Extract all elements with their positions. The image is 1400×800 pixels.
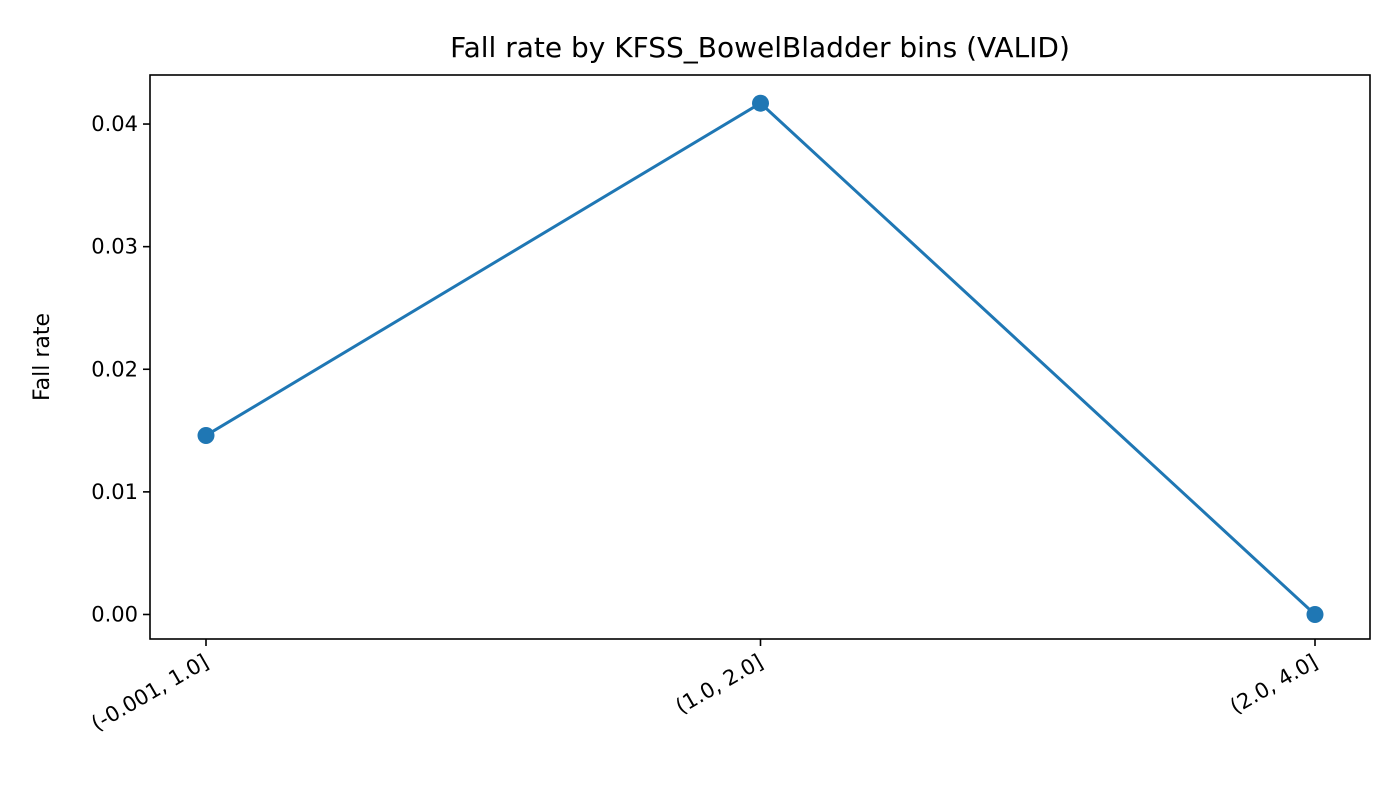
data-point <box>752 94 769 112</box>
y-tick-label: 0.03 <box>91 235 138 259</box>
plot-area-frame <box>149 74 1371 640</box>
y-tick-label: 0.00 <box>91 602 138 626</box>
data-point <box>1306 605 1324 623</box>
chart-title: Fall rate by KFSS_BowelBladder bins (VAL… <box>450 31 1070 64</box>
y-tick-label: 0.02 <box>91 357 138 381</box>
y-tick-label: 0.01 <box>91 480 138 504</box>
y-axis-label: Fall rate <box>30 313 55 401</box>
y-axis-ticks: 0.00 0.01 0.02 0.03 0.04 <box>91 112 150 626</box>
y-tick-label: 0.04 <box>91 112 138 136</box>
series-layer <box>197 94 1324 623</box>
data-point <box>197 426 215 444</box>
